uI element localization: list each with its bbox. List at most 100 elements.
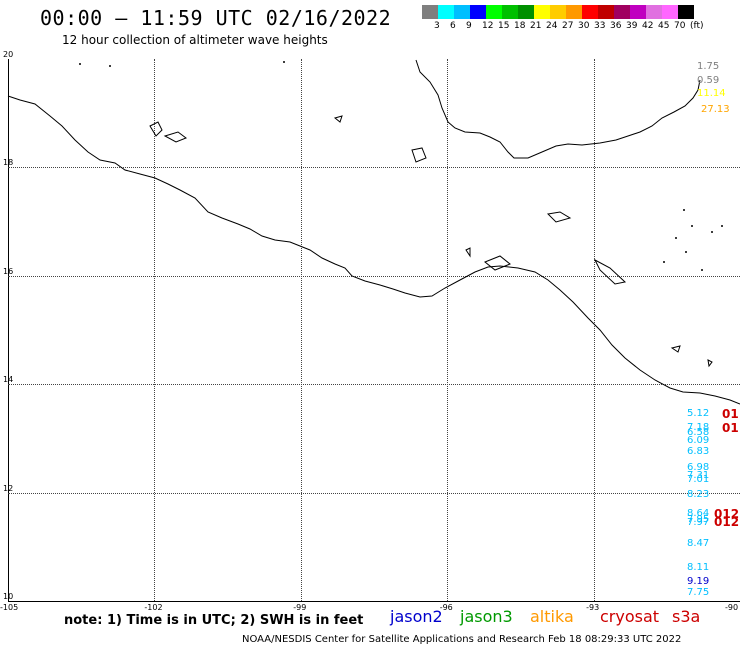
color-swatch — [534, 5, 550, 19]
color-swatch — [662, 5, 678, 19]
longitude-label: -105 — [0, 603, 19, 612]
wave-edge-label: 012 — [714, 507, 740, 522]
wave-height-value: 6.83 — [687, 445, 710, 457]
latitude-label: 10 — [3, 592, 14, 601]
wave-height-value: 1.75 — [697, 61, 720, 73]
latitude-label: 20 — [3, 50, 14, 59]
wave-height-value: 7.18 — [687, 421, 710, 433]
color-scale-label: 15 — [498, 21, 510, 31]
island-5 — [333, 115, 343, 123]
island-3 — [465, 247, 471, 258]
island-1 — [163, 131, 188, 143]
page-title: 00:00 – 11:59 UTC 02/16/2022 — [40, 6, 392, 30]
color-swatch — [630, 5, 646, 19]
color-swatch — [550, 5, 566, 19]
wave-height-value: 0.59 — [697, 74, 720, 86]
color-swatch — [678, 5, 694, 19]
lake-chapala — [149, 121, 163, 137]
legend-jason3: jason3 — [460, 607, 513, 626]
pacific-coastline — [7, 95, 740, 405]
latitude-label: 14 — [3, 375, 14, 385]
color-scale-label: 9 — [466, 21, 472, 31]
island-2 — [546, 211, 572, 223]
wave-height-value: 6.58 — [687, 426, 710, 438]
latitude-gridline — [8, 492, 740, 494]
wave-height-value: 7.97 — [687, 517, 710, 529]
color-scale-label: 30 — [578, 21, 590, 31]
wave-edge-label: 01 — [722, 420, 739, 435]
longitude-gridline — [154, 59, 156, 601]
latitude-label: 18 — [3, 158, 14, 168]
wave-height-value: 9.19 — [687, 576, 710, 588]
wave-height-value: 7.95 — [687, 513, 710, 525]
page-subtitle: 12 hour collection of altimeter wave hei… — [62, 33, 328, 47]
footer-credit: NOAA/NESDIS Center for Satellite Applica… — [242, 634, 682, 645]
legend-jason2: jason2 — [390, 607, 443, 626]
latitude-label: 16 — [3, 266, 14, 276]
color-scale-label: 12 — [482, 21, 494, 31]
island-4 — [670, 345, 681, 353]
color-scale-label: 21 — [530, 21, 542, 31]
gulf-coastline — [415, 59, 701, 159]
wave-height-value: 8.64 — [687, 508, 710, 520]
wave-edge-label: 012 — [714, 515, 740, 530]
color-scale-label: 70 — [674, 21, 686, 31]
color-swatch — [518, 5, 534, 19]
color-swatch — [598, 5, 614, 19]
wave-height-value: 7.31 — [687, 470, 710, 482]
latitude-label: 12 — [3, 483, 14, 493]
wave-height-value: 8.47 — [687, 538, 710, 550]
lake-nicaragua — [593, 258, 627, 285]
wave-edge-label: 01 — [722, 407, 739, 421]
lagoon-2 — [484, 255, 511, 271]
color-scale-label: 3 — [434, 21, 440, 31]
footer-note: note: 1) Time is in UTC; 2) SWH is in fe… — [64, 613, 364, 628]
island-6 — [707, 359, 713, 368]
longitude-label: -96 — [439, 603, 453, 612]
color-swatch — [422, 5, 438, 19]
color-swatch — [582, 5, 598, 19]
color-scale-label: 24 — [546, 21, 558, 31]
wave-height-value: 8.23 — [687, 489, 710, 501]
color-scale-label: 45 — [658, 21, 670, 31]
longitude-label: -90 — [725, 603, 739, 612]
longitude-label: -93 — [586, 603, 600, 612]
color-scale-label: 39 — [626, 21, 638, 31]
color-scale-label: 6 — [450, 21, 456, 31]
longitude-gridline — [593, 59, 595, 601]
legend-cryosat: cryosat — [600, 607, 660, 626]
lagoon-1 — [411, 147, 427, 163]
color-swatch — [502, 5, 518, 19]
wave-height-value: 7.01 — [687, 474, 710, 486]
wave-height-value: 5.12 — [687, 408, 710, 419]
color-scale-label: (ft) — [690, 21, 704, 31]
color-scale-label: 33 — [594, 21, 606, 31]
latitude-gridline — [8, 167, 740, 169]
color-scale-label: 27 — [562, 21, 574, 31]
wave-height-value: 8.11 — [687, 562, 710, 574]
color-swatch — [486, 5, 502, 19]
latitude-gridline — [8, 275, 740, 277]
wave-height-value: 6.98 — [687, 462, 710, 474]
longitude-label: -102 — [144, 603, 163, 612]
longitude-gridline — [300, 59, 302, 601]
color-scale-label: 36 — [610, 21, 622, 31]
legend-s3a: s3a — [672, 607, 701, 626]
color-swatch — [470, 5, 486, 19]
wave-height-value: 7.75 — [687, 586, 710, 598]
color-swatch — [646, 5, 662, 19]
wave-height-value: 27.13 — [701, 104, 730, 116]
color-swatch — [438, 5, 454, 19]
map-plot-area — [8, 59, 740, 602]
color-scale-label: 18 — [514, 21, 526, 31]
color-scale-label: 42 — [642, 21, 654, 31]
color-scale-labels: 3 6 9 12 15 18 21 24 27 30 33 36 39 42 45 70 (ft) — [422, 21, 740, 33]
color-swatch — [614, 5, 630, 19]
color-swatch — [454, 5, 470, 19]
color-swatch — [566, 5, 582, 19]
wave-height-value: 11.14 — [697, 88, 726, 100]
longitude-label: -99 — [293, 603, 307, 612]
color-scale-bar — [422, 5, 694, 19]
wave-height-value: 6.09 — [687, 435, 710, 447]
